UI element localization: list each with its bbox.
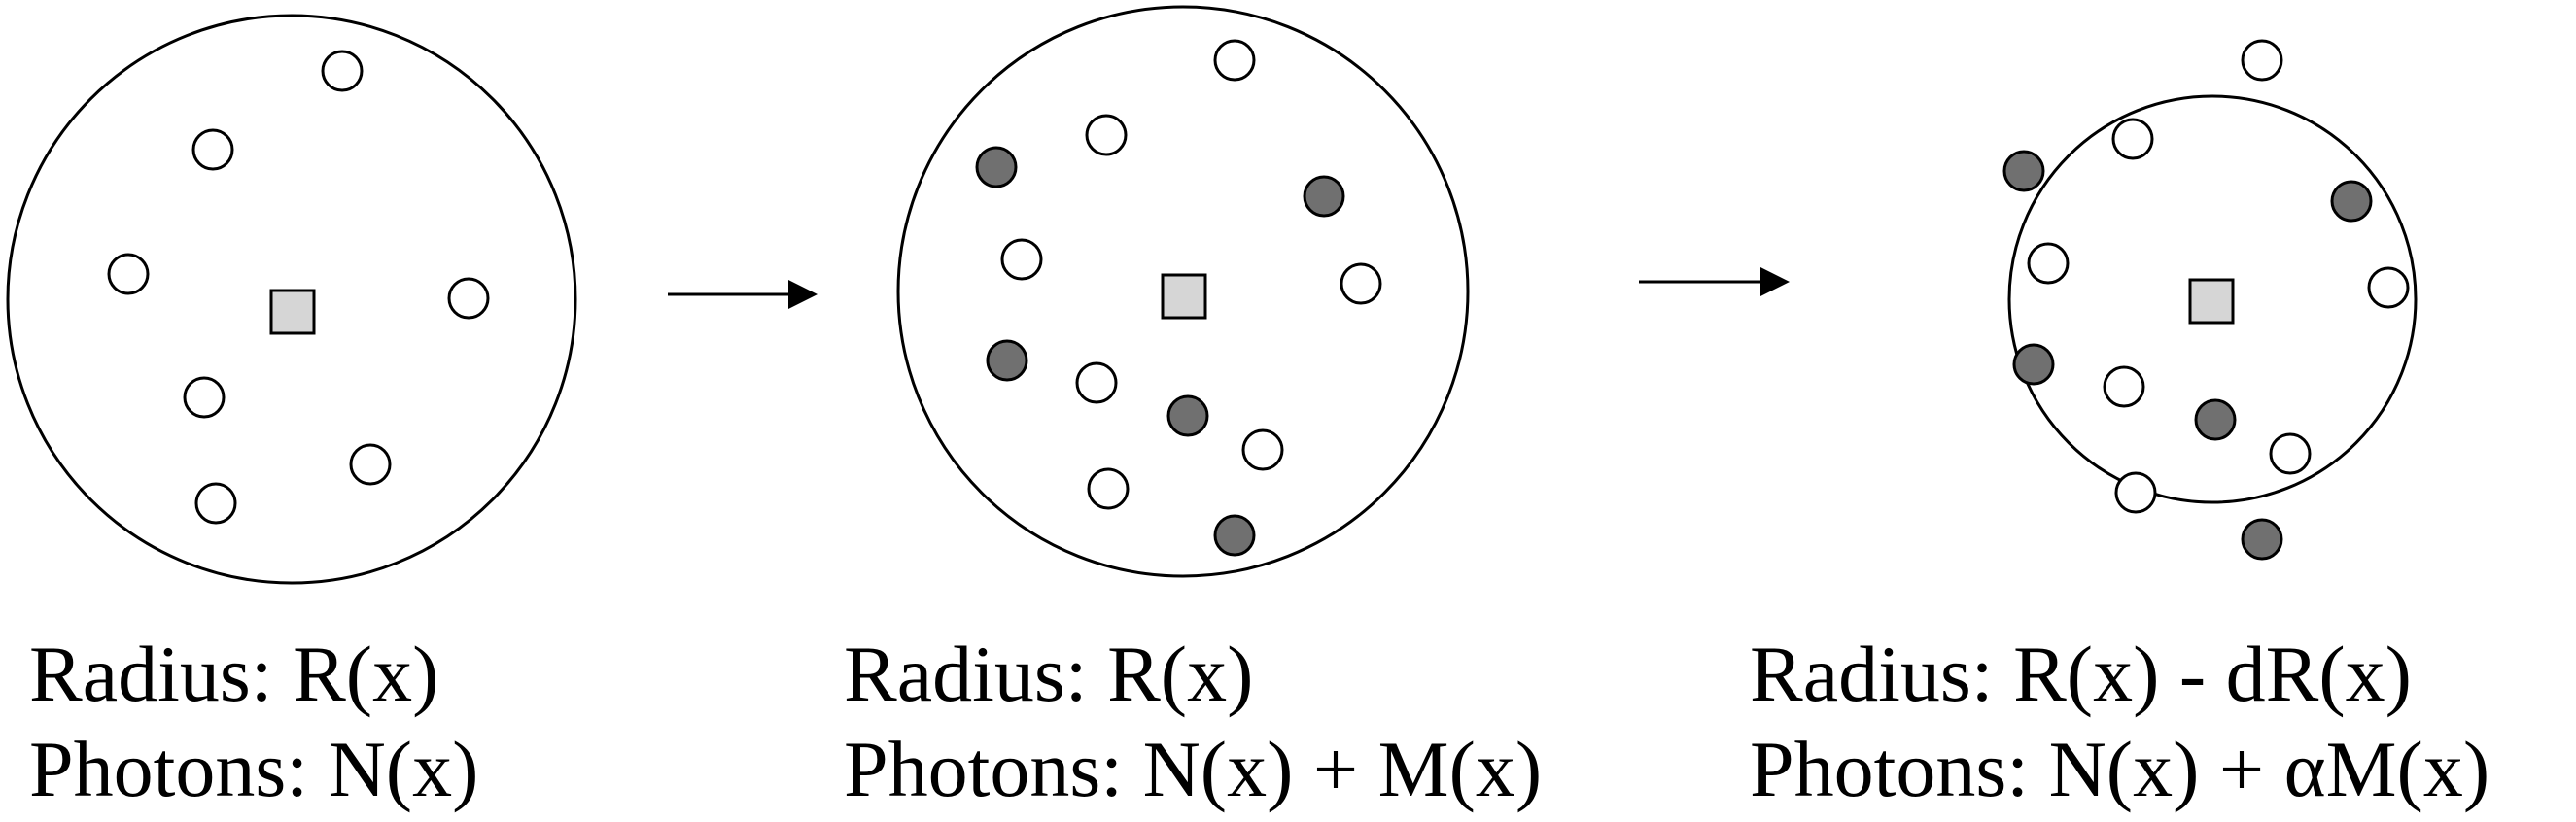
filled-photon — [1166, 394, 1209, 437]
panel-3-photons-label: Photons: N(x) + αM(x) — [1750, 725, 2490, 813]
panel-1 — [6, 14, 577, 585]
panel-3-caption: Radius: R(x) - dR(x) Photons: N(x) + αM(… — [1750, 627, 2489, 817]
open-photon — [107, 253, 150, 295]
panel-3 — [2002, 39, 2418, 561]
open-photon — [2269, 432, 2312, 475]
region-circle — [896, 5, 1470, 578]
open-photon — [2114, 471, 2157, 514]
panel-2-radius-label: Radius: R(x) — [844, 630, 1254, 718]
panel-1-caption: Radius: R(x) Photons: N(x) — [29, 627, 478, 817]
open-photon — [1075, 361, 1118, 404]
panel-1-radius-label: Radius: R(x) — [29, 630, 439, 718]
open-photon — [2103, 365, 2145, 408]
panel-1-photons-label: Photons: N(x) — [29, 725, 479, 813]
open-photon — [2241, 39, 2283, 82]
open-photon — [1000, 238, 1043, 281]
panel-2 — [896, 5, 1470, 578]
filled-photon — [2194, 398, 2237, 441]
panel-2-photons-label: Photons: N(x) + M(x) — [844, 725, 1543, 813]
filled-photon — [2002, 150, 2045, 192]
open-photon — [2027, 242, 2070, 285]
region-circle — [6, 14, 577, 585]
filled-photon — [2330, 180, 2373, 223]
open-photon — [1340, 262, 1382, 305]
open-photon — [183, 376, 226, 419]
filled-photon — [975, 146, 1018, 188]
open-photon — [194, 482, 237, 525]
open-photon — [191, 128, 234, 171]
open-photon — [2367, 266, 2410, 309]
filled-photon — [2241, 518, 2283, 561]
center-square — [1161, 273, 1207, 320]
open-photon — [1213, 39, 1256, 82]
open-photon — [447, 277, 490, 320]
filled-photon — [986, 339, 1028, 382]
open-photon — [349, 443, 392, 486]
open-photon — [2111, 118, 2154, 160]
open-photon — [321, 50, 364, 92]
open-photon — [1087, 467, 1130, 510]
open-photon — [1241, 428, 1284, 471]
open-photon — [1085, 114, 1128, 156]
center-square — [2188, 278, 2235, 325]
center-square — [269, 289, 316, 335]
filled-photon — [1213, 514, 1256, 557]
region-circle — [2007, 94, 2418, 504]
filled-photon — [1303, 175, 1345, 218]
panel-3-radius-label: Radius: R(x) - dR(x) — [1750, 630, 2412, 718]
filled-photon — [2012, 343, 2055, 386]
panel-2-caption: Radius: R(x) Photons: N(x) + M(x) — [844, 627, 1542, 817]
